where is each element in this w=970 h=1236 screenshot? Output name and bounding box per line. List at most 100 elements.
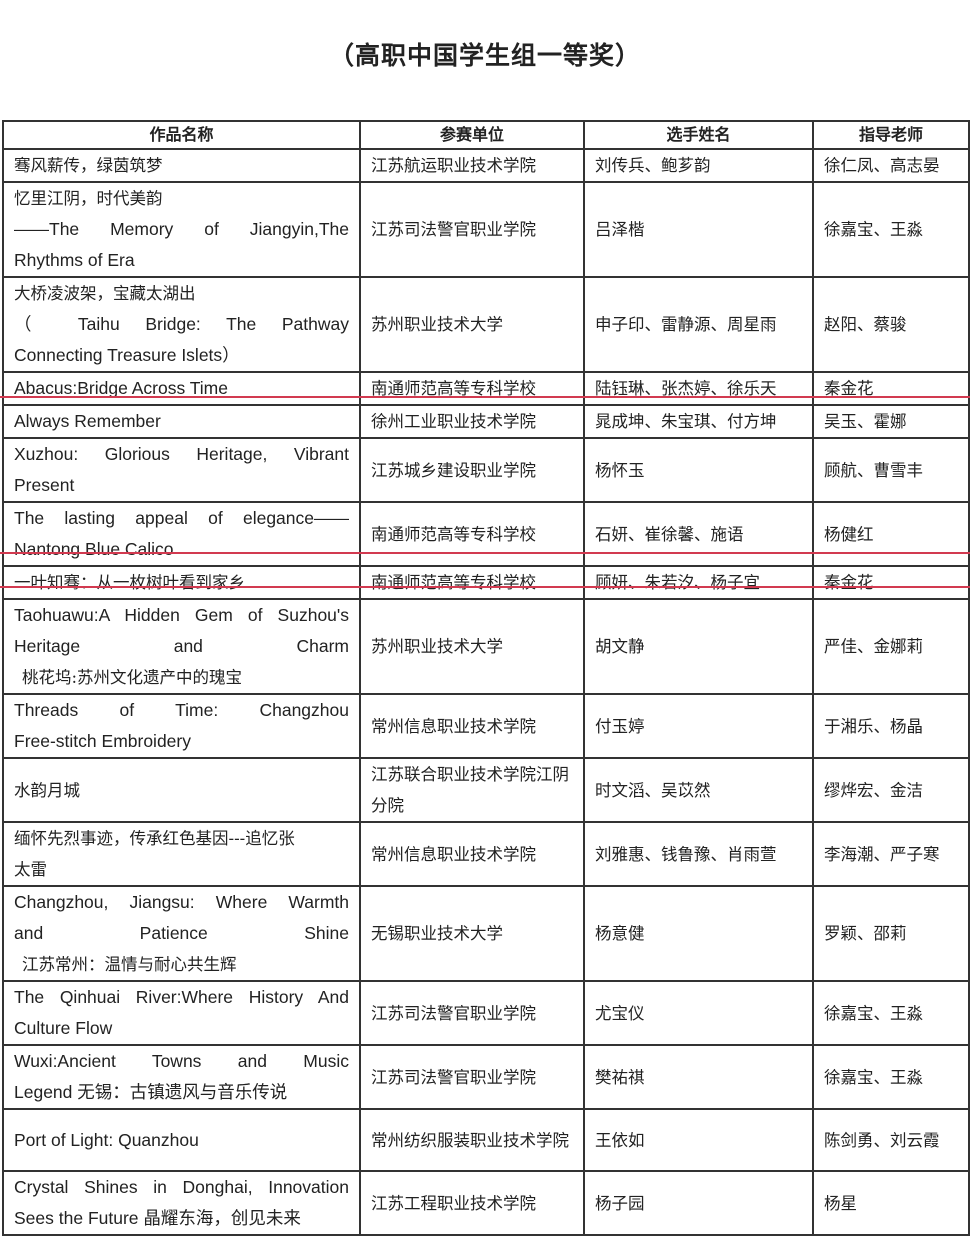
table-row: 一叶知骞：从一枚树叶看到家乡 南通师范高等专科学校 顾妍、朱若汐、杨子宜 秦金花 — [2, 565, 970, 600]
work-title-line: Abacus:Bridge Across Time — [14, 378, 228, 398]
table-row: Wuxi:Ancient Towns and Music Legend 无锡：古镇… — [2, 1044, 970, 1110]
students-cell: 刘传兵、鲍芗韵 — [583, 148, 814, 183]
students-cell: 刘雅惠、钱鲁豫、肖雨萱 — [583, 821, 814, 887]
table-row: 水韵月城 江苏联合职业技术学院江阴分院 时文滔、吴苡然 缪烨宏、金洁 — [2, 757, 970, 823]
work-title-line: Present — [14, 475, 75, 495]
unit-cell: 江苏工程职业技术学院 — [359, 1170, 585, 1236]
unit-cell: 江苏联合职业技术学院江阴分院 — [359, 757, 585, 823]
teachers-cell: 严佳、金娜莉 — [812, 598, 970, 695]
students-cell: 陆钰琳、张杰婷、徐乐天 — [583, 371, 814, 406]
unit-cell: 江苏城乡建设职业学院 — [359, 437, 585, 503]
teachers-cell: 吴玉、霍娜 — [812, 404, 970, 439]
teachers-cell: 于湘乐、杨晶 — [812, 693, 970, 759]
highlight-line — [0, 396, 970, 398]
work-title-line: 忆里江阴，时代美韵 — [14, 189, 163, 208]
work-title-line: Always Remember — [14, 411, 161, 431]
work-title-line: Wuxi:Ancient Towns and Music — [14, 1051, 349, 1071]
unit-cell: 江苏司法警官职业学院 — [359, 1044, 585, 1110]
teachers-cell: 李海潮、严子寒 — [812, 821, 970, 887]
work-title-cell: 大桥凌波架，宝藏太湖出 （ Taihu Bridge: The Pathway Co… — [2, 276, 361, 373]
work-title-line: 太雷 — [14, 860, 47, 879]
work-title-line: Rhythms of Era — [14, 250, 135, 270]
table-row: The lasting appeal of elegance—— Nantong … — [2, 501, 970, 567]
work-title-line: Crystal Shines in Donghai, Innovation — [14, 1177, 349, 1197]
unit-cell: 江苏司法警官职业学院 — [359, 980, 585, 1046]
header-teachers: 指导老师 — [812, 120, 970, 150]
work-title-line: 桃花坞:苏州文化遗产中的瑰宝 — [22, 668, 243, 687]
work-title-line: The Qinhuai River:Where History And — [14, 987, 349, 1007]
table-row: Always Remember 徐州工业职业技术学院 晁成坤、朱宝琪、付方坤 吴玉、霍… — [2, 404, 970, 439]
work-title-line: Sees the Future 晶耀东海，创见未来 — [14, 1208, 301, 1228]
table-row: Changzhou, Jiangsu: Where Warmth and Pati… — [2, 885, 970, 982]
teachers-cell: 顾航、曹雪丰 — [812, 437, 970, 503]
highlight-line — [0, 586, 970, 588]
table-row: 大桥凌波架，宝藏太湖出 （ Taihu Bridge: The Pathway Co… — [2, 276, 970, 373]
work-title-cell: Crystal Shines in Donghai, Innovation See… — [2, 1170, 361, 1236]
unit-cell: 无锡职业技术大学 — [359, 885, 585, 982]
table-row: 忆里江阴，时代美韵 ——The Memory of Jiangyin,The Rhy… — [2, 181, 970, 278]
work-title-cell: 水韵月城 — [2, 757, 361, 823]
teachers-cell: 秦金花 — [812, 565, 970, 600]
table-row: 骞风薪传，绿茵筑梦 江苏航运职业技术学院 刘传兵、鲍芗韵 徐仁凤、高志晏 — [2, 148, 970, 183]
work-title-cell: Wuxi:Ancient Towns and Music Legend 无锡：古镇… — [2, 1044, 361, 1110]
work-title-cell: Abacus:Bridge Across Time — [2, 371, 361, 406]
teachers-cell: 徐仁凤、高志晏 — [812, 148, 970, 183]
unit-cell: 南通师范高等专科学校 — [359, 501, 585, 567]
students-cell: 樊祐祺 — [583, 1044, 814, 1110]
students-cell: 尤宝仪 — [583, 980, 814, 1046]
work-title-cell: The Qinhuai River:Where History And Cultu… — [2, 980, 361, 1046]
teachers-cell: 罗颖、邵莉 — [812, 885, 970, 982]
work-title-line: 骞风薪传，绿茵筑梦 — [14, 156, 163, 175]
page-title: （高职中国学生组一等奖） — [328, 41, 641, 70]
table-row: 缅怀先烈事迹，传承红色基因---追忆张 太雷 常州信息职业技术学院 刘雅惠、钱鲁豫、肖… — [2, 821, 970, 887]
unit-cell: 南通师范高等专科学校 — [359, 371, 585, 406]
table-row: Threads of Time: Changzhou Free-stitch Em… — [2, 693, 970, 759]
header-work-title: 作品名称 — [2, 120, 361, 150]
teachers-cell: 赵阳、蔡骏 — [812, 276, 970, 373]
work-title-line: Taohuawu:A Hidden Gem of Suzhou's — [14, 605, 349, 625]
teachers-cell: 徐嘉宝、王淼 — [812, 181, 970, 278]
unit-cell: 常州信息职业技术学院 — [359, 693, 585, 759]
unit-cell: 苏州职业技术大学 — [359, 598, 585, 695]
awards-table: 作品名称 参赛单位 选手姓名 指导老师 骞风薪传，绿茵筑梦 江苏航运职业技术学院刘… — [2, 120, 970, 1236]
work-title-cell: The lasting appeal of elegance—— Nantong … — [2, 501, 361, 567]
students-cell: 晁成坤、朱宝琪、付方坤 — [583, 404, 814, 439]
teachers-cell: 徐嘉宝、王淼 — [812, 980, 970, 1046]
work-title-cell: 缅怀先烈事迹，传承红色基因---追忆张 太雷 — [2, 821, 361, 887]
work-title-line: Changzhou, Jiangsu: Where Warmth — [14, 892, 349, 912]
work-title-cell: Threads of Time: Changzhou Free-stitch Em… — [2, 693, 361, 759]
work-title-cell: Port of Light: Quanzhou — [2, 1108, 361, 1172]
work-title-line: Connecting Treasure Islets） — [14, 345, 240, 365]
students-cell: 申子印、雷静源、周星雨 — [583, 276, 814, 373]
unit-cell: 徐州工业职业技术学院 — [359, 404, 585, 439]
students-cell: 付玉婷 — [583, 693, 814, 759]
teachers-cell: 秦金花 — [812, 371, 970, 406]
header-unit: 参赛单位 — [359, 120, 585, 150]
unit-cell: 常州纺织服装职业技术学院 — [359, 1108, 585, 1172]
students-cell: 杨子园 — [583, 1170, 814, 1236]
work-title-line: 一叶知骞：从一枚树叶看到家乡 — [14, 573, 245, 592]
students-cell: 杨怀玉 — [583, 437, 814, 503]
students-cell: 王依如 — [583, 1108, 814, 1172]
students-cell: 顾妍、朱若汐、杨子宜 — [583, 565, 814, 600]
teachers-cell: 杨星 — [812, 1170, 970, 1236]
work-title-cell: Changzhou, Jiangsu: Where Warmth and Pati… — [2, 885, 361, 982]
students-cell: 胡文静 — [583, 598, 814, 695]
work-title-cell: 骞风薪传，绿茵筑梦 — [2, 148, 361, 183]
table-row: Crystal Shines in Donghai, Innovation See… — [2, 1170, 970, 1236]
work-title-line: Nantong Blue Calico — [14, 539, 174, 559]
table-row: Taohuawu:A Hidden Gem of Suzhou's Heritag… — [2, 598, 970, 695]
unit-cell: 江苏司法警官职业学院 — [359, 181, 585, 278]
work-title-line: Port of Light: Quanzhou — [14, 1129, 199, 1150]
students-cell: 杨意健 — [583, 885, 814, 982]
work-title-line: 大桥凌波架，宝藏太湖出 — [14, 284, 196, 303]
unit-cell: 常州信息职业技术学院 — [359, 821, 585, 887]
unit-cell: 江苏航运职业技术学院 — [359, 148, 585, 183]
work-title-line: Legend 无锡：古镇遗风与音乐传说 — [14, 1082, 288, 1102]
work-title-cell: 忆里江阴，时代美韵 ——The Memory of Jiangyin,The Rhy… — [2, 181, 361, 278]
table-row: Port of Light: Quanzhou 常州纺织服装职业技术学院 王依如 陈剑… — [2, 1108, 970, 1172]
work-title-cell: Taohuawu:A Hidden Gem of Suzhou's Heritag… — [2, 598, 361, 695]
students-cell: 时文滔、吴苡然 — [583, 757, 814, 823]
work-title-line: ——The Memory of Jiangyin,The — [14, 219, 349, 239]
table-row: Abacus:Bridge Across Time 南通师范高等专科学校 陆钰琳、张… — [2, 371, 970, 406]
